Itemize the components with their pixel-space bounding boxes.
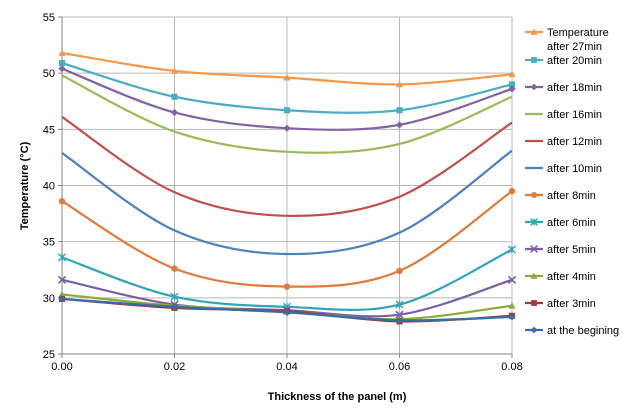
y-tick-labels: 25 30 35 40 45 50 55 (43, 12, 55, 361)
legend-swatch-marker (530, 83, 538, 91)
x-tick-label: 0.04 (276, 361, 297, 373)
legend-label: after 16min (547, 109, 602, 121)
data-point (395, 80, 404, 88)
legend-label: after 6min (547, 217, 596, 229)
data-point (170, 67, 179, 74)
data-point (395, 316, 404, 324)
data-point (283, 124, 291, 132)
data-point (58, 295, 66, 303)
legend-label: after 12min (547, 136, 602, 148)
y-tick-label: 25 (43, 349, 55, 361)
data-point (508, 313, 516, 321)
legend-label: after 20min (547, 55, 602, 67)
legend-swatch-marker (531, 57, 537, 63)
data-point (396, 267, 403, 275)
legend: Temperature after 27min after 20min after 1… (525, 27, 619, 337)
data-point (508, 187, 516, 195)
y-tick-label: 40 (43, 181, 55, 193)
data-point (58, 59, 66, 67)
legend-swatch-marker (530, 326, 538, 334)
x-axis-label: Thickness of the panel (m) (268, 391, 407, 403)
data-point (57, 253, 67, 262)
legend-label: after 8min (547, 190, 596, 202)
data-point (508, 81, 516, 88)
legend-label: after 3min (547, 298, 596, 310)
data-point (395, 121, 404, 129)
legend-swatch-marker (531, 300, 537, 306)
legend-swatch-marker (530, 245, 538, 253)
data-point (171, 93, 178, 100)
data-point (508, 85, 516, 93)
data-point (283, 107, 291, 114)
legend-label: Temperature (547, 27, 609, 39)
data-point (283, 308, 291, 317)
legend-label: after 27min (547, 41, 602, 53)
data-point (170, 303, 179, 311)
data-point (507, 275, 517, 285)
x-tick-label: 0.02 (164, 361, 185, 373)
y-tick-label: 30 (43, 293, 55, 305)
data-point (58, 65, 66, 73)
legend-label: after 4min (547, 271, 596, 283)
data-point (170, 292, 179, 301)
data-point (508, 70, 516, 78)
data-point (508, 302, 516, 309)
series-line (61, 74, 513, 154)
x-tick-label: 0.00 (51, 361, 72, 373)
data-point (283, 283, 291, 290)
legend-label: at the begining (547, 325, 619, 337)
series-line (61, 149, 513, 256)
y-tick-label: 55 (43, 12, 55, 24)
y-tick-label: 50 (43, 68, 55, 80)
data-point (57, 275, 67, 285)
legend-swatch-marker (530, 191, 538, 199)
x-tick-label: 0.06 (389, 361, 410, 373)
data-point (396, 107, 403, 114)
data-point (283, 74, 291, 81)
legend-label: after 10min (547, 163, 602, 175)
y-axis-label: Temperature (°C) (19, 141, 31, 230)
data-point (58, 49, 66, 56)
data-point (171, 265, 178, 272)
series-lines (57, 49, 517, 325)
data-point (58, 197, 66, 205)
legend-label: after 18min (547, 82, 602, 94)
data-point (170, 108, 179, 117)
legend-swatch-marker (530, 28, 538, 35)
data-point (507, 245, 517, 254)
data-point (58, 290, 66, 298)
data-point (395, 310, 404, 319)
data-point (395, 300, 404, 309)
series-line (61, 116, 513, 218)
legend-swatch-marker (530, 272, 538, 279)
y-tick-label: 45 (43, 124, 55, 136)
x-tick-labels: 0.00 0.02 0.04 0.06 0.08 (51, 361, 522, 373)
y-tick-label: 35 (43, 237, 55, 249)
legend-swatch-marker (530, 218, 538, 226)
x-tick-label: 0.08 (501, 361, 522, 373)
legend-label: after 5min (547, 244, 596, 256)
